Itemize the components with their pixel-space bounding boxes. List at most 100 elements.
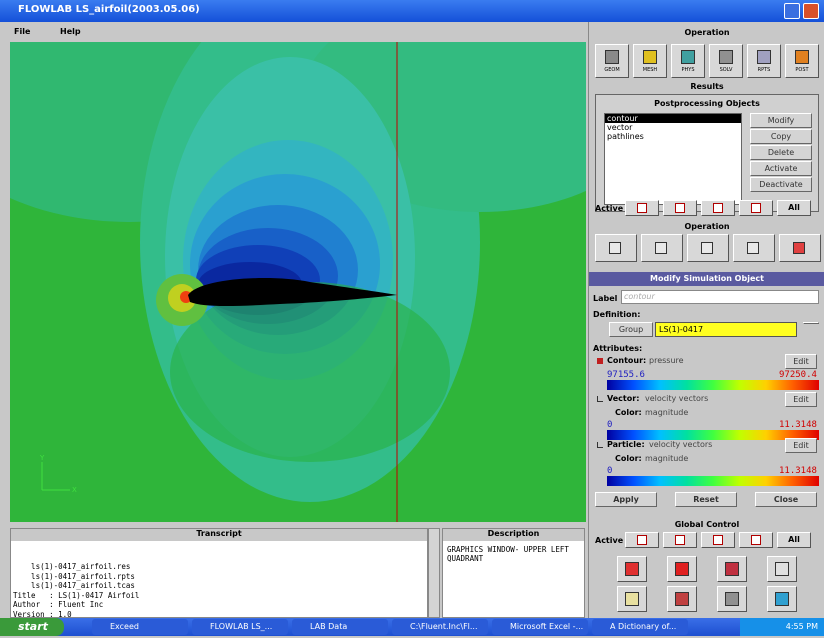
menu-item[interactable]: Help xyxy=(60,27,81,36)
list-item[interactable]: contour xyxy=(605,114,741,123)
line: QUADRANT xyxy=(447,554,484,563)
tool-label: SOLV xyxy=(719,67,733,73)
checkbox[interactable] xyxy=(597,442,603,448)
operation-button[interactable] xyxy=(779,234,821,262)
button[interactable]: Delete xyxy=(750,145,812,160)
panel-title: Modify Simulation Object xyxy=(589,272,824,286)
global-tool[interactable] xyxy=(617,586,647,612)
line: ls(1)-0417_airfoil.rpts xyxy=(13,571,135,581)
task-button[interactable]: FLOWLAB LS_... xyxy=(192,619,288,635)
range-min: 97155.6 xyxy=(607,370,645,380)
all-button[interactable]: All xyxy=(777,200,811,216)
tool-label: RPTS xyxy=(757,67,771,73)
quadrant-button[interactable] xyxy=(739,532,773,548)
tool-button[interactable]: PHYS xyxy=(671,44,705,78)
task-button[interactable]: C:\Fluent.Inc\Fl... xyxy=(392,619,488,635)
icon xyxy=(701,242,713,254)
range-max: 97250.4 xyxy=(779,370,817,380)
button[interactable]: Reset xyxy=(675,492,737,507)
taskbar: start Exceed FLOWLAB LS_... LAB Data C:\Flu… xyxy=(0,618,824,636)
transcript-text: ls(1)-0417_airfoil.res ls(1)-0417_airfoi… xyxy=(13,543,139,638)
button[interactable]: Activate xyxy=(750,161,812,176)
text-input[interactable]: contour xyxy=(621,290,819,304)
quadrant-button[interactable] xyxy=(701,532,735,548)
icon xyxy=(681,50,695,64)
icon xyxy=(609,242,621,254)
checkbox[interactable] xyxy=(597,358,603,364)
icon xyxy=(775,562,789,576)
global-tool[interactable] xyxy=(617,556,647,582)
global-tool[interactable] xyxy=(667,586,697,612)
start-button[interactable]: start xyxy=(0,618,64,636)
operation-button[interactable] xyxy=(687,234,729,262)
task-button[interactable]: Microsoft Excel -... xyxy=(492,619,588,635)
global-tool[interactable] xyxy=(717,586,747,612)
task-button[interactable]: Exceed xyxy=(92,619,188,635)
button[interactable]: Edit xyxy=(785,392,817,407)
quadrant-button[interactable] xyxy=(701,200,735,216)
quadrant-button[interactable] xyxy=(625,200,659,216)
icon xyxy=(605,50,619,64)
global-tool[interactable] xyxy=(767,556,797,582)
icon xyxy=(713,535,723,545)
icon xyxy=(713,203,723,213)
tool-button[interactable]: POST xyxy=(785,44,819,78)
axis-label: Y xyxy=(39,454,45,462)
list-item[interactable]: vector xyxy=(607,123,633,132)
quadrant-button[interactable] xyxy=(739,200,773,216)
clock: 4:55 PM xyxy=(740,618,824,636)
tool-button[interactable]: SOLV xyxy=(709,44,743,78)
scrollbar[interactable] xyxy=(428,528,440,618)
transcript: Transcript ls(1)-0417_airfoil.res ls(1)-… xyxy=(10,528,428,619)
icon xyxy=(751,203,761,213)
button[interactable]: Close xyxy=(755,492,817,507)
global-tool[interactable] xyxy=(767,586,797,612)
section-title: Results xyxy=(690,82,724,91)
task-button[interactable]: LAB Data xyxy=(292,619,388,635)
label: Contour: xyxy=(607,356,647,365)
panel-title: Description xyxy=(443,529,584,541)
all-button[interactable]: All xyxy=(777,532,811,548)
list-item[interactable]: pathlines xyxy=(607,132,644,141)
button[interactable] xyxy=(803,322,819,324)
group-field[interactable]: LS(1)-0417 xyxy=(655,322,797,337)
tool-button[interactable]: MESH xyxy=(633,44,667,78)
button[interactable]: Copy xyxy=(750,129,812,144)
global-tools xyxy=(617,556,817,616)
operation-button[interactable] xyxy=(641,234,683,262)
menu-item[interactable]: File xyxy=(14,27,31,36)
quadrant-button[interactable] xyxy=(663,200,697,216)
close[interactable] xyxy=(803,3,819,19)
button[interactable]: Edit xyxy=(785,354,817,369)
dropdown[interactable]: Group xyxy=(609,322,653,337)
section-title: Global Control xyxy=(674,520,740,529)
icon xyxy=(625,592,639,606)
quadrant-button[interactable] xyxy=(625,532,659,548)
task-button[interactable]: A Dictionary of... xyxy=(592,619,688,635)
quadrant-button[interactable] xyxy=(663,532,697,548)
window-title: FLOWLAB LS_airfoil(2003.05.06) xyxy=(18,4,200,15)
global-tool[interactable] xyxy=(667,556,697,582)
value: velocity vectors xyxy=(649,440,713,449)
minimize[interactable] xyxy=(784,3,800,19)
button[interactable]: Edit xyxy=(785,438,817,453)
value: velocity vectors xyxy=(645,394,709,403)
icon xyxy=(751,535,761,545)
icon xyxy=(625,562,639,576)
title-bar: FLOWLAB LS_airfoil(2003.05.06) xyxy=(0,0,824,22)
button[interactable]: Deactivate xyxy=(750,177,812,192)
button[interactable]: Apply xyxy=(595,492,657,507)
tool-button[interactable]: GEOM xyxy=(595,44,629,78)
tool-label: MESH xyxy=(642,67,658,73)
operation-button[interactable] xyxy=(595,234,637,262)
operation-button[interactable] xyxy=(733,234,775,262)
section-subtitle: Postprocessing Objects xyxy=(654,99,760,108)
panel-title: Transcript xyxy=(11,529,427,541)
button[interactable]: Modify xyxy=(750,113,812,128)
icon xyxy=(637,535,647,545)
global-tool[interactable] xyxy=(717,556,747,582)
line: GRAPHICS WINDOW- UPPER LEFT xyxy=(447,545,569,554)
icon xyxy=(675,562,689,576)
tool-button[interactable]: RPTS xyxy=(747,44,781,78)
checkbox[interactable] xyxy=(597,396,603,402)
